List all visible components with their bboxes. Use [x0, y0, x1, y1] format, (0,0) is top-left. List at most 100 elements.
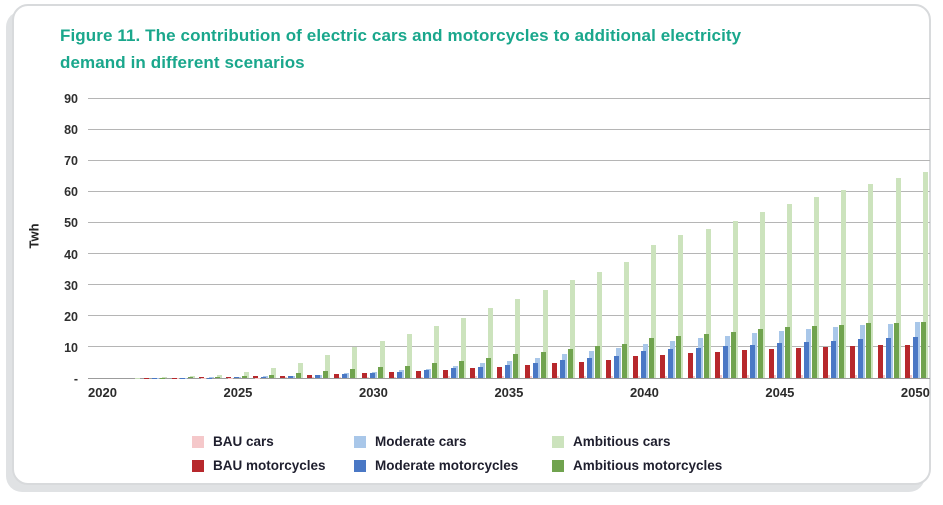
legend-item-bau-motorcycles: BAU motorcycles	[192, 458, 354, 473]
bar-pair	[214, 99, 222, 378]
x-tick-label	[821, 385, 848, 400]
bar-pair	[567, 99, 575, 378]
bar-pair	[749, 99, 757, 378]
bar-group-2028	[305, 99, 332, 378]
bar-ambitious-motorcycles	[540, 351, 546, 378]
bar-ambitious-motorcycles	[649, 338, 655, 378]
bar-bau-motorcycles	[225, 376, 231, 378]
bar-moderate-motorcycles	[858, 339, 864, 378]
bar-pair	[486, 99, 494, 378]
gridline	[88, 98, 930, 99]
bar-moderate-motorcycles	[478, 366, 484, 378]
bar-pair	[369, 99, 377, 378]
bar-pair	[459, 99, 467, 378]
bar-ambitious-cars	[868, 184, 874, 378]
bar-pair	[388, 99, 396, 378]
bar-bau-motorcycles	[361, 372, 367, 378]
figure-title: Figure 11. The contribution of electric …	[60, 22, 860, 76]
bar-group-2044	[740, 99, 767, 378]
bar-ambitious-motorcycles	[350, 369, 356, 378]
bar-pair	[404, 99, 412, 378]
bar-moderate-motorcycles	[912, 337, 918, 378]
y-tick-label: 80	[64, 123, 78, 138]
bar-bau-motorcycles	[578, 361, 584, 378]
bar-ambitious-cars	[651, 244, 657, 378]
bar-ambitious-cars	[515, 298, 521, 378]
bar-pair	[253, 99, 261, 378]
bar-group-2020	[88, 99, 115, 378]
bar-ambitious-cars	[732, 221, 738, 378]
bar-pair	[377, 99, 385, 378]
bar-groups	[88, 99, 930, 378]
bar-pair	[171, 99, 179, 378]
x-tick-label: 2020	[88, 385, 117, 400]
bar-pair	[757, 99, 765, 378]
bar-group-2025	[224, 99, 251, 378]
bar-ambitious-motorcycles	[812, 325, 818, 378]
bar-ambitious-motorcycles	[757, 329, 763, 378]
bar-pair	[796, 99, 804, 378]
bar-ambitious-cars	[841, 190, 847, 378]
bar-ambitious-cars	[352, 347, 358, 378]
x-tick-label	[117, 385, 144, 400]
bar-moderate-motorcycles	[233, 377, 239, 378]
x-tick-label	[197, 385, 224, 400]
bar-pair	[858, 99, 866, 378]
bar-ambitious-motorcycles	[920, 321, 926, 378]
y-tick-label: -	[73, 371, 78, 386]
bar-bau-motorcycles	[714, 351, 720, 378]
bar-pair	[179, 99, 187, 378]
legend-swatch-icon	[354, 435, 366, 448]
bar-pair	[415, 99, 423, 378]
bar-ambitious-cars	[569, 280, 575, 378]
bar-bau-motorcycles	[497, 366, 503, 378]
bar-moderate-motorcycles	[288, 376, 294, 378]
bar-pair	[296, 99, 304, 378]
bar-moderate-motorcycles	[668, 349, 674, 378]
y-tick-label: 10	[64, 340, 78, 355]
x-tick-label	[848, 385, 875, 400]
bar-ambitious-cars	[325, 355, 331, 378]
bar-pair	[198, 99, 206, 378]
bar-moderate-motorcycles	[614, 356, 620, 378]
y-tick-label: 40	[64, 247, 78, 262]
legend-label: Ambitious cars	[573, 434, 671, 449]
x-tick-label	[550, 385, 577, 400]
x-tick-label	[523, 385, 550, 400]
bar-pair	[586, 99, 594, 378]
bar-pair	[513, 99, 521, 378]
bar-ambitious-motorcycles	[893, 322, 899, 378]
bar-bau-motorcycles	[524, 365, 530, 378]
legend-label: BAU motorcycles	[213, 458, 326, 473]
bar-group-2030	[360, 99, 387, 378]
bar-pair	[578, 99, 586, 378]
bar-ambitious-cars	[189, 376, 195, 378]
bar-ambitious-cars	[895, 178, 901, 378]
bar-pair	[804, 99, 812, 378]
bar-pair	[334, 99, 342, 378]
bar-pair	[687, 99, 695, 378]
legend-swatch-icon	[192, 459, 204, 472]
bar-ambitious-motorcycles	[567, 348, 573, 378]
x-axis-ticks: 2020 2025 2030 2035 2040 2045 2050	[88, 385, 930, 400]
bar-group-2043	[713, 99, 740, 378]
bar-moderate-motorcycles	[722, 346, 728, 378]
bar-group-2047	[821, 99, 848, 378]
bar-ambitious-motorcycles	[866, 323, 872, 378]
bar-pair	[831, 99, 839, 378]
bar-pair	[714, 99, 722, 378]
bar-group-2039	[604, 99, 631, 378]
bar-pair	[606, 99, 614, 378]
bar-bau-motorcycles	[741, 350, 747, 378]
bar-ambitious-cars	[298, 362, 304, 378]
legend-item-ambitious-motorcycles: Ambitious motorcycles	[552, 458, 772, 473]
bar-ambitious-motorcycles	[622, 343, 628, 378]
bar-pair	[451, 99, 459, 378]
bar-pair	[225, 99, 233, 378]
x-tick-label	[686, 385, 713, 400]
bar-pair	[269, 99, 277, 378]
bar-ambitious-motorcycles	[187, 377, 193, 378]
bar-bau-motorcycles	[823, 347, 829, 378]
legend-swatch-icon	[192, 435, 204, 448]
bar-moderate-motorcycles	[369, 373, 375, 378]
